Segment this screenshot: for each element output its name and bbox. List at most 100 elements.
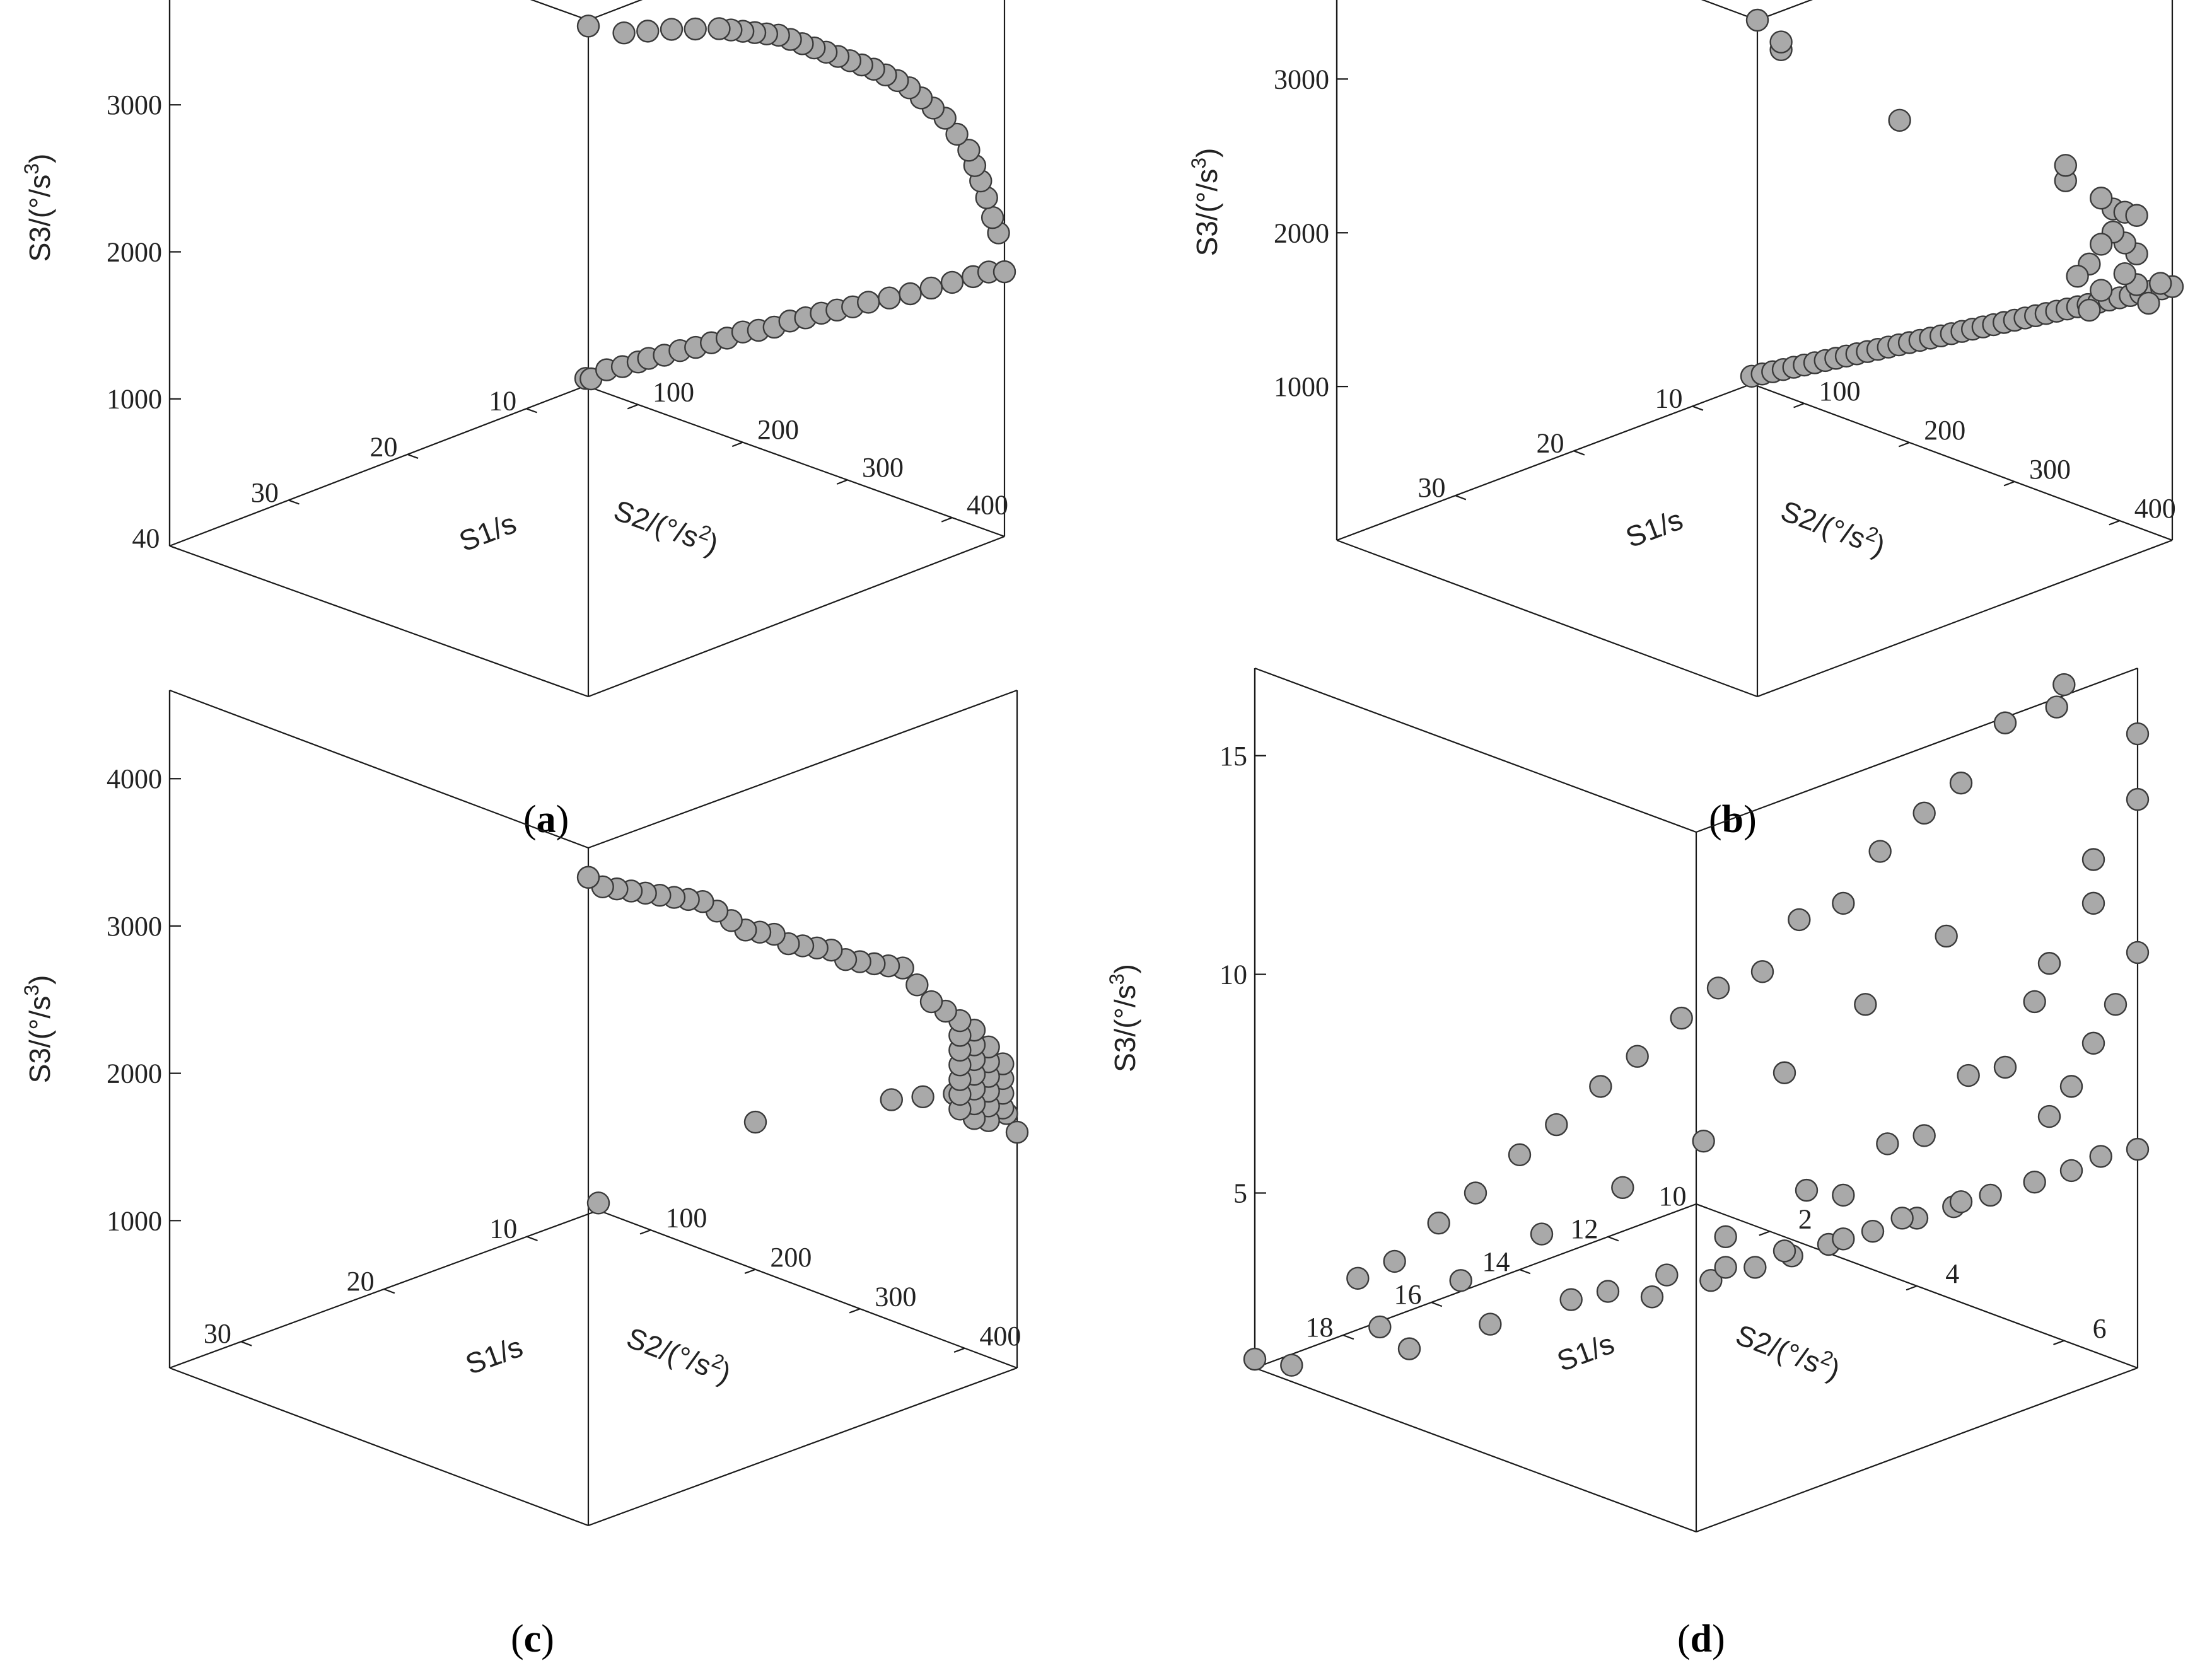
panel-b-y-axis: 100 200 300 400 (1751, 376, 2176, 542)
y-tick (1759, 1231, 1771, 1236)
data-point (1589, 1075, 1612, 1098)
data-point (2078, 298, 2101, 322)
data-point (1888, 108, 1911, 132)
data-point (586, 1191, 610, 1215)
data-point (919, 276, 943, 300)
x-tick-label: 16 (1394, 1279, 1422, 1310)
z-axis-label: S3/(°/s3) (1187, 148, 1223, 257)
x-tick (527, 1236, 538, 1242)
data-point (707, 17, 731, 40)
data-point (660, 18, 684, 41)
data-point (2104, 993, 2128, 1016)
x-axis-label: S1/s (1621, 502, 1687, 553)
data-point (2125, 204, 2148, 227)
z-axis-label: S3/(°/s3) (20, 154, 56, 262)
frame-edge (530, 0, 589, 21)
data-point (1368, 1315, 1392, 1339)
z-tick-label: 1000 (107, 384, 162, 415)
data-point (1935, 924, 1958, 948)
y-tick (744, 1268, 756, 1274)
y-axis-label: S2/(°/s2) (610, 490, 724, 561)
x-tick (288, 499, 300, 505)
z-tick-label: 3000 (107, 90, 162, 120)
frame-edge (169, 545, 589, 698)
y-tick-label: 300 (875, 1282, 916, 1312)
y-tick-label: 200 (770, 1242, 812, 1273)
z-axis-label: S3/(°/s3) (20, 975, 56, 1084)
panel-d-y-axis: 2 4 6 (1696, 1203, 2138, 1369)
data-point (1773, 1239, 1796, 1263)
data-point (1868, 840, 1892, 863)
panel-caption: (b) (1709, 798, 1757, 841)
data-point (1427, 1212, 1450, 1235)
panel-d-frame (1254, 667, 2139, 1533)
y-tick-label: 4 (1945, 1258, 1959, 1289)
y-tick-label: 100 (1819, 376, 1861, 407)
x-tick (1519, 1268, 1531, 1275)
y-tick-label: 100 (653, 376, 694, 407)
panel-a-y-axis: 100 200 300 400 (585, 376, 1008, 538)
y-axis-line (585, 385, 1005, 538)
x-tick-label: 20 (347, 1266, 375, 1297)
frame-edge (588, 535, 1005, 698)
x-tick (1607, 1236, 1619, 1242)
data-point (2137, 291, 2160, 315)
x-tick (383, 1288, 395, 1294)
frame-edge (588, 0, 643, 21)
data-point (899, 282, 922, 306)
data-point (2052, 673, 2076, 697)
data-point (2126, 1137, 2150, 1161)
data-point (1692, 1129, 1715, 1153)
data-point (1788, 908, 1811, 932)
x-tick (1431, 1301, 1443, 1307)
data-point (1832, 1183, 1855, 1207)
x-tick-label: 12 (1571, 1213, 1598, 1244)
y-tick (1906, 1285, 1918, 1291)
frame-edge (169, 1367, 589, 1527)
x-axis-label: S1/s (461, 1330, 527, 1381)
data-point (1795, 1178, 1819, 1202)
x-tick (526, 408, 538, 414)
data-point (684, 17, 707, 41)
y-tick-label: 200 (757, 414, 799, 445)
data-point (878, 286, 901, 310)
panel-a-points (574, 14, 1016, 391)
x-axis-line (1254, 1203, 1697, 1369)
y-tick (1898, 441, 1910, 448)
panel-d-points (1243, 673, 2150, 1377)
y-tick-label: 400 (979, 1321, 1021, 1352)
panel-c-y-axis: 100 200 300 400 (598, 1203, 1021, 1369)
data-point (1626, 1045, 1649, 1068)
data-point (2059, 1075, 2083, 1098)
data-point (2126, 941, 2150, 964)
x-tick-label: 20 (370, 431, 398, 462)
y-tick (639, 1229, 651, 1235)
data-point (2037, 1104, 2061, 1128)
y-tick-label: 200 (1924, 415, 1965, 446)
x-tick-label: 18 (1306, 1312, 1334, 1343)
data-point (1397, 1337, 1421, 1360)
y-axis-line (1751, 383, 2173, 542)
z-tick-label: 10 (1220, 959, 1247, 990)
data-point (919, 990, 943, 1014)
data-point (1346, 1266, 1370, 1290)
data-point (2023, 1170, 2046, 1194)
data-point (856, 291, 880, 314)
data-point (2148, 272, 2172, 295)
data-point (1508, 1143, 1532, 1167)
panel-caption: (c) (511, 1618, 554, 1660)
data-point (576, 866, 600, 889)
data-point (2037, 952, 2061, 975)
x-tick-label: 40 (132, 523, 160, 553)
x-tick-label: 10 (489, 1213, 517, 1244)
panel-b-points (1740, 8, 2184, 388)
data-point (1861, 1219, 1885, 1243)
frame-edge (1757, 539, 2173, 698)
data-point (1464, 1181, 1487, 1205)
data-point (1912, 1124, 1936, 1147)
data-point (1243, 1347, 1267, 1371)
y-tick-label: 300 (2029, 454, 2071, 485)
data-point (2089, 1145, 2112, 1168)
